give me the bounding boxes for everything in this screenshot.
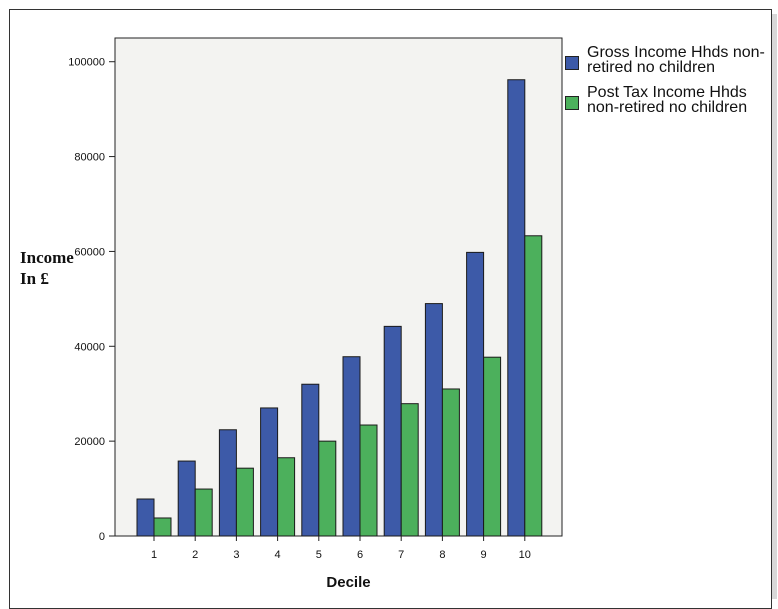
x-axis: 1 2 3 4 5 6 7 8 9 10 (151, 536, 531, 561)
frame-shadow (772, 14, 777, 599)
bar-post-tax-decile-6 (359, 424, 378, 537)
bar-gross-decile-9 (466, 251, 485, 537)
legend-swatch-gross (565, 56, 579, 70)
legend-label-gross: Gross Income Hhds non-retired no childre… (587, 44, 765, 76)
bar-post-tax-decile-9 (483, 356, 502, 537)
bar-gross-decile-3 (218, 429, 237, 537)
y-axis-label-line-1: Income (20, 248, 74, 267)
legend-swatch-post-tax (565, 96, 579, 110)
bar-post-tax-decile-4 (277, 457, 296, 537)
bar-gross-decile-6 (342, 356, 361, 537)
bar-gross-decile-8 (424, 303, 443, 537)
x-axis-label: Decile (326, 574, 370, 591)
x-tick-label: 1 (151, 549, 157, 561)
bar-gross-decile-10 (507, 79, 526, 537)
x-tick-label: 4 (275, 549, 281, 561)
x-tick-label: 6 (357, 549, 363, 561)
bar-post-tax-decile-5 (318, 440, 337, 537)
bars-group (136, 79, 543, 537)
bar-gross-decile-5 (301, 383, 320, 537)
legend-item-post-tax: Post Tax Income Hhds non-retired no chil… (563, 84, 768, 116)
bar-gross-decile-4 (260, 407, 279, 537)
bar-post-tax-decile-3 (235, 467, 254, 537)
y-axis: 0 20000 40000 60000 80000 100000 (68, 38, 116, 543)
y-axis-label: Income In £ (20, 247, 74, 289)
bar-post-tax-decile-10 (524, 235, 543, 537)
y-tick-label: 0 (99, 531, 105, 543)
x-tick-label: 8 (439, 549, 445, 561)
bar-post-tax-decile-2 (194, 488, 213, 537)
bar-post-tax-decile-7 (400, 403, 419, 537)
bar-gross-decile-7 (383, 325, 402, 537)
y-axis-label-line-2: In £ (20, 269, 49, 288)
y-tick-label: 100000 (68, 57, 105, 69)
x-tick-label: 10 (519, 549, 531, 561)
bar-post-tax-decile-1 (153, 517, 172, 537)
x-tick-label: 7 (398, 549, 404, 561)
y-tick-label: 40000 (74, 341, 105, 353)
bar-gross-decile-2 (177, 460, 196, 537)
y-tick-label: 60000 (74, 246, 105, 258)
x-tick-label: 5 (316, 549, 322, 561)
bar-gross-decile-1 (136, 498, 155, 537)
x-tick-label: 3 (233, 549, 239, 561)
x-tick-label: 2 (192, 549, 198, 561)
x-tick-label: 9 (481, 549, 487, 561)
legend-label-post-tax: Post Tax Income Hhds non-retired no chil… (587, 84, 748, 116)
y-tick-label: 20000 (74, 436, 105, 448)
y-tick-label: 80000 (74, 152, 105, 164)
legend: Gross Income Hhds non-retired no childre… (563, 45, 768, 125)
bar-post-tax-decile-8 (441, 388, 460, 537)
legend-item-gross: Gross Income Hhds non-retired no childre… (563, 44, 768, 76)
